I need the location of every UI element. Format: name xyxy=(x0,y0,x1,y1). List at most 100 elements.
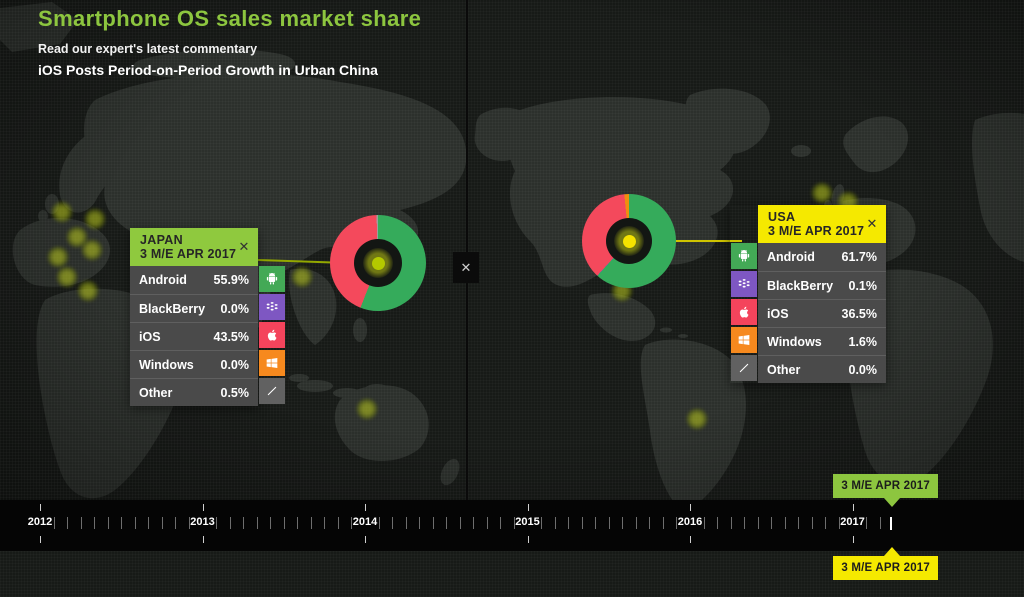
timeline-year-tick xyxy=(40,536,41,543)
os-label: Other xyxy=(767,362,801,377)
timeline-badge-bottom[interactable]: 3 M/E APR 2017 xyxy=(833,556,938,580)
usa-row-ios: iOS 36.5% xyxy=(758,299,886,327)
apple-icon xyxy=(259,322,285,348)
commentary-headline[interactable]: iOS Posts Period-on-Period Growth in Urb… xyxy=(38,62,378,78)
page-heading: Smartphone OS sales market share Read ou… xyxy=(38,6,421,78)
map-marker-dot[interactable] xyxy=(356,398,378,420)
timeline-month-tick xyxy=(256,517,258,529)
map-marker-dot[interactable] xyxy=(56,266,78,288)
timeline-month-tick xyxy=(486,517,488,529)
timeline-month-tick xyxy=(541,517,543,529)
timeline-year-tick xyxy=(852,504,854,511)
japan-tooltip-header: JAPAN 3 M/E APR 2017 ✕ xyxy=(130,228,258,266)
timeline-month-tick xyxy=(838,517,840,529)
timeline-month-tick xyxy=(879,517,881,529)
timeline-badge-bottom-arrow xyxy=(884,547,900,556)
timeline-month-tick xyxy=(351,517,353,529)
os-share-value: 0.0% xyxy=(220,301,250,316)
os-label: BlackBerry xyxy=(767,278,834,293)
timeline-year-tick xyxy=(527,536,529,543)
japan-row-blackberry: BlackBerry 0.0% xyxy=(130,294,258,322)
timeline-month-tick xyxy=(148,517,150,529)
timeline-month-tick xyxy=(757,517,759,529)
os-label: iOS xyxy=(139,329,161,344)
timeline-year-label[interactable]: 2016 xyxy=(677,516,703,528)
map-marker-dot[interactable] xyxy=(77,280,99,302)
compare-close-button[interactable]: ✕ xyxy=(453,252,479,283)
timeline-month-tick xyxy=(229,517,231,529)
os-label: BlackBerry xyxy=(139,301,206,316)
os-share-value: 0.5% xyxy=(220,385,250,400)
timeline-year-label[interactable]: 2012 xyxy=(27,516,53,528)
map-marker-dot[interactable] xyxy=(811,182,833,204)
timeline-year-tick xyxy=(202,504,204,511)
timeline-track[interactable]: 2012 2013 2014 2015 2016 2017 xyxy=(0,500,1024,551)
timeline-year-label[interactable]: 2013 xyxy=(190,516,215,528)
timeline-year-tick xyxy=(202,536,204,543)
japan-donut-chart[interactable] xyxy=(330,215,426,311)
os-label: iOS xyxy=(767,306,789,321)
timeline-month-tick xyxy=(134,517,136,529)
japan-country-label: JAPAN xyxy=(140,233,183,247)
timeline-month-tick xyxy=(432,517,434,529)
timeline-month-tick xyxy=(784,517,786,529)
map-marker-dot[interactable] xyxy=(47,246,69,268)
map-marker-dot[interactable] xyxy=(291,266,313,288)
timeline-year-tick xyxy=(690,504,691,511)
timeline-year-tick xyxy=(527,504,529,511)
usa-tooltip-header: USA 3 M/E APR 2017 ✕ xyxy=(758,205,886,243)
usa-marker-dot[interactable] xyxy=(622,234,636,248)
os-share-value: 43.5% xyxy=(213,329,249,344)
timeline-year-tick xyxy=(852,536,854,543)
timeline-month-tick xyxy=(662,517,664,529)
timeline-month-tick xyxy=(622,517,624,529)
japan-marker-dot[interactable] xyxy=(371,256,385,270)
usa-country-label: USA xyxy=(768,210,796,224)
other-slash-icon xyxy=(731,355,757,381)
timeline-month-tick xyxy=(717,517,719,529)
os-label: Other xyxy=(139,385,173,400)
japan-row-other: Other 0.5% xyxy=(130,378,258,406)
page-subtitle[interactable]: Read our expert's latest commentary xyxy=(38,42,258,56)
timeline-month-tick xyxy=(94,517,96,529)
usa-connector-line xyxy=(629,240,742,242)
timeline-current-marker[interactable] xyxy=(890,517,892,530)
usa-row-windows: Windows 1.6% xyxy=(758,327,886,355)
os-share-value: 55.9% xyxy=(213,273,249,287)
japan-row-android: Android 55.9% xyxy=(130,266,258,294)
map-marker-dot[interactable] xyxy=(51,201,73,223)
usa-close-button[interactable]: ✕ xyxy=(864,216,880,232)
os-label: Windows xyxy=(767,334,822,349)
usa-donut-chart[interactable] xyxy=(582,194,676,288)
timeline-month-tick xyxy=(513,517,515,529)
timeline-month-tick xyxy=(67,517,69,529)
timeline-year-label[interactable]: 2014 xyxy=(352,516,378,528)
timeline-month-tick xyxy=(283,517,285,529)
timeline-badge-top[interactable]: 3 M/E APR 2017 xyxy=(833,474,938,498)
map-marker-dot[interactable] xyxy=(686,408,708,430)
timeline-month-tick xyxy=(188,517,190,529)
usa-row-android: Android 61.7% xyxy=(758,243,886,271)
timeline-month-tick xyxy=(459,517,461,529)
map-marker-dot[interactable] xyxy=(84,208,106,230)
timeline-month-tick xyxy=(419,517,421,529)
timeline-year-label[interactable]: 2015 xyxy=(515,516,540,528)
timeline-month-tick xyxy=(500,517,502,529)
timeline-month-tick xyxy=(744,517,746,529)
timeline-month-tick xyxy=(53,517,55,529)
timeline-month-tick xyxy=(297,517,299,529)
timeline-badge-top-arrow xyxy=(884,498,900,507)
panel-divider xyxy=(466,0,468,500)
timeline-month-tick xyxy=(175,517,177,529)
japan-row-windows: Windows 0.0% xyxy=(130,350,258,378)
os-share-value: 0.0% xyxy=(220,357,250,372)
blackberry-icon xyxy=(259,294,285,320)
timeline-year-tick xyxy=(365,504,366,511)
usa-row-other: Other 0.0% xyxy=(758,355,886,383)
map-marker-dot[interactable] xyxy=(81,239,103,261)
japan-close-button[interactable]: ✕ xyxy=(236,239,252,255)
timeline-year-label[interactable]: 2017 xyxy=(840,516,865,528)
timeline-month-tick xyxy=(798,517,800,529)
os-share-value: 61.7% xyxy=(841,250,877,264)
